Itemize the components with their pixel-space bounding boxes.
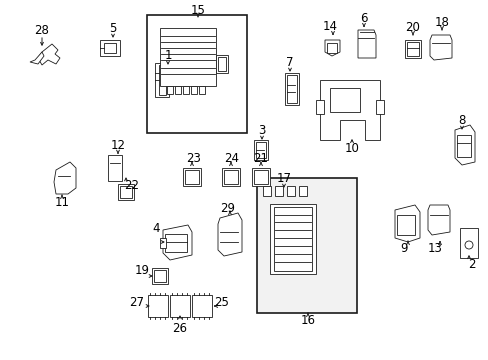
Polygon shape [30, 52, 44, 64]
Bar [222, 168, 240, 186]
Polygon shape [54, 162, 76, 194]
Bar [406, 42, 418, 56]
Bar [108, 155, 122, 181]
Text: 19: 19 [134, 264, 149, 276]
Bar [118, 184, 134, 200]
Bar [396, 215, 414, 235]
Text: 18: 18 [434, 15, 448, 28]
Polygon shape [394, 205, 419, 242]
Text: 29: 29 [220, 202, 235, 215]
Bar [160, 238, 165, 248]
Text: 21: 21 [253, 152, 268, 165]
Bar [191, 86, 197, 94]
Text: 27: 27 [129, 296, 144, 309]
Bar [286, 75, 296, 103]
Bar [160, 28, 216, 86]
Bar [120, 186, 132, 198]
Bar [273, 207, 311, 271]
Text: 16: 16 [300, 314, 315, 327]
Polygon shape [427, 205, 449, 235]
Bar [148, 295, 168, 317]
Bar [263, 186, 270, 196]
Bar [375, 100, 383, 114]
Bar [184, 170, 199, 184]
Text: 6: 6 [360, 12, 367, 24]
Text: 12: 12 [110, 139, 125, 152]
Text: 15: 15 [190, 4, 205, 17]
Bar [456, 135, 470, 157]
Bar [404, 40, 420, 58]
Bar [199, 86, 204, 94]
Text: 4: 4 [152, 221, 160, 234]
Polygon shape [218, 213, 242, 256]
Text: 25: 25 [214, 296, 229, 309]
Text: 10: 10 [344, 141, 359, 154]
Bar [256, 142, 265, 158]
Bar [459, 228, 477, 258]
Bar [147, 15, 246, 133]
Text: 11: 11 [54, 195, 69, 208]
Bar [285, 73, 298, 105]
Text: 5: 5 [109, 22, 117, 35]
Text: 9: 9 [400, 242, 407, 255]
Text: 13: 13 [427, 242, 442, 255]
Bar [269, 204, 315, 274]
Bar [257, 178, 356, 313]
Text: 28: 28 [35, 23, 49, 36]
Polygon shape [329, 88, 359, 112]
Bar [298, 186, 306, 196]
Text: 3: 3 [258, 123, 265, 136]
Bar [167, 86, 173, 94]
Bar [155, 63, 169, 97]
Bar [100, 40, 120, 56]
Circle shape [464, 241, 472, 249]
Text: 23: 23 [186, 152, 201, 165]
Text: 22: 22 [124, 179, 139, 192]
Bar [192, 295, 212, 317]
Bar [159, 65, 165, 95]
Polygon shape [319, 80, 379, 140]
Bar [253, 140, 267, 160]
Polygon shape [38, 44, 60, 65]
Bar [164, 234, 186, 252]
Bar [183, 168, 201, 186]
Bar [218, 57, 225, 71]
Bar [154, 270, 165, 282]
Bar [274, 186, 283, 196]
Text: 2: 2 [468, 258, 475, 271]
Polygon shape [357, 30, 375, 58]
Text: 8: 8 [457, 113, 465, 126]
Bar [251, 168, 269, 186]
Bar [104, 43, 116, 53]
Bar [216, 55, 227, 73]
Bar [326, 43, 336, 53]
Text: 20: 20 [405, 21, 420, 33]
Text: 14: 14 [322, 19, 337, 32]
Polygon shape [454, 125, 474, 165]
Text: 17: 17 [276, 171, 291, 185]
Bar [175, 86, 181, 94]
Text: 7: 7 [285, 55, 293, 68]
Bar [170, 295, 190, 317]
Bar [152, 268, 168, 284]
Text: 1: 1 [164, 49, 171, 62]
Bar [183, 86, 189, 94]
Text: 24: 24 [224, 152, 239, 165]
Polygon shape [325, 40, 339, 56]
Polygon shape [429, 35, 451, 60]
Polygon shape [163, 225, 192, 260]
Bar [253, 170, 267, 184]
Bar [286, 186, 294, 196]
Text: 26: 26 [172, 321, 187, 334]
Bar [315, 100, 324, 114]
Bar [224, 170, 238, 184]
